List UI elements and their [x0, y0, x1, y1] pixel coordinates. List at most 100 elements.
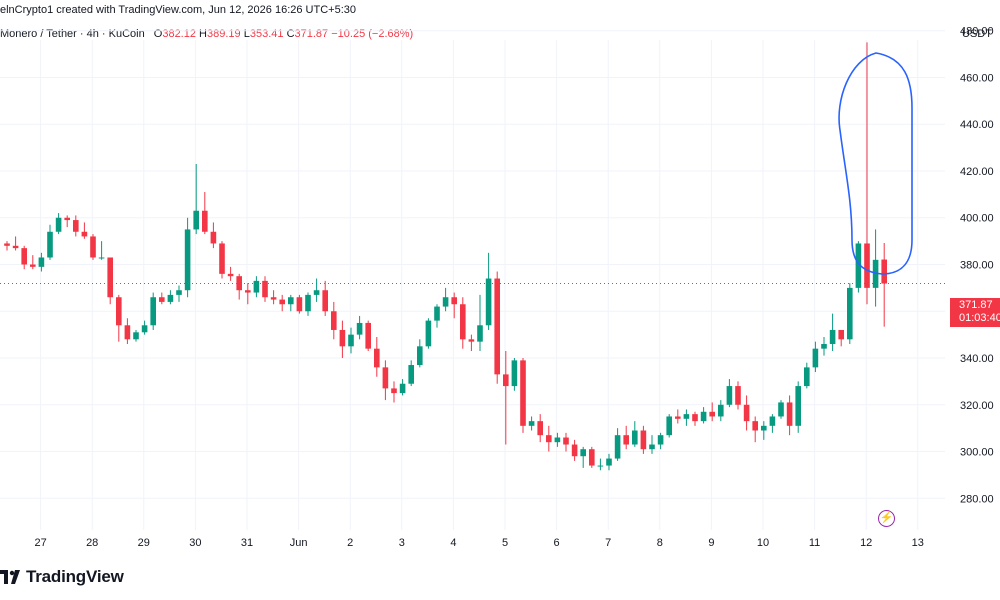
candle-body: [451, 297, 457, 305]
candle-down: [73, 215, 79, 237]
candle-up: [425, 318, 432, 349]
candle-down: [4, 241, 10, 251]
candle-body: [786, 402, 793, 426]
logo-text: TradingView: [26, 567, 124, 586]
candle-up: [133, 329, 139, 342]
candle-body: [288, 297, 294, 305]
candle-body: [356, 322, 363, 335]
candle-body: [460, 304, 466, 340]
candle-down: [227, 266, 234, 281]
candle-up: [288, 294, 294, 312]
candle-down: [116, 294, 122, 342]
last-price-badge: 371.87 01:03:40: [950, 298, 1000, 327]
candle-body: [666, 416, 672, 436]
candle-down: [675, 409, 681, 424]
candle-up: [812, 341, 819, 373]
candle-up: [141, 320, 148, 335]
time-axis[interactable]: 27 28 29 30 31 Jun 2 3 4 5 6 7 8 9 10 11 12 13: [34, 537, 923, 549]
candle-body: [700, 411, 707, 422]
candle-down: [279, 294, 285, 312]
candle-body: [296, 297, 303, 312]
candle-body: [107, 257, 113, 298]
candle-down: [546, 425, 552, 452]
candle-up: [511, 358, 518, 391]
lightning-icon[interactable]: ⚡: [878, 510, 895, 527]
candle-down: [692, 411, 698, 426]
candle-body: [778, 402, 784, 417]
candle-up: [718, 400, 724, 422]
candle-body: [683, 414, 690, 419]
candle-body: [494, 278, 500, 375]
candle-down: [339, 320, 346, 359]
grid-lines: [0, 30, 945, 530]
price-axis[interactable]: 480.00460.00440.00420.00400.00380.00360.…: [960, 26, 994, 506]
candle-body: [528, 421, 535, 426]
x-tick-label: 6: [554, 537, 560, 549]
candle-down: [107, 257, 113, 305]
candle-up: [804, 362, 810, 389]
candle-body: [408, 365, 414, 384]
candle-up: [580, 446, 586, 468]
candle-up: [821, 336, 827, 356]
candle-body: [202, 210, 208, 232]
annotation-circle[interactable]: [838, 52, 913, 275]
tradingview-logo[interactable]: TradingView: [0, 565, 124, 589]
x-tick-label: 2: [347, 537, 353, 549]
candle-up: [167, 290, 174, 305]
candle-down: [563, 432, 569, 452]
candle-up: [434, 304, 440, 328]
candle-down: [245, 283, 251, 305]
candle-down: [159, 292, 165, 305]
candle-body: [47, 231, 53, 258]
price-chart[interactable]: 480.00460.00440.00420.00400.00380.00360.…: [0, 0, 1000, 560]
candle-body: [571, 444, 578, 457]
candle-up: [778, 400, 784, 419]
candle-body: [150, 297, 156, 326]
candle-down: [589, 446, 595, 468]
candle-body: [769, 416, 776, 426]
candle-up: [847, 283, 853, 344]
candle-up: [683, 409, 690, 426]
candle-body: [606, 458, 612, 466]
candle-body: [477, 325, 483, 342]
candle-body: [270, 297, 277, 300]
candle-body: [279, 299, 285, 305]
currency-label[interactable]: USDT: [962, 28, 992, 40]
candle-down: [81, 222, 88, 239]
candle-body: [331, 311, 337, 330]
candle-down: [881, 243, 887, 327]
candle-up: [597, 458, 604, 471]
candle-body: [210, 231, 217, 244]
candle-up: [477, 294, 483, 352]
candle-up: [666, 414, 672, 438]
candle-body: [116, 297, 122, 326]
candle-down: [752, 416, 758, 443]
candle-body: [382, 367, 389, 389]
candle-body: [55, 217, 62, 232]
candle-down: [735, 381, 741, 410]
candle-up: [176, 285, 182, 302]
candle-body: [546, 435, 552, 443]
candle-up: [554, 432, 561, 447]
candle-body: [141, 325, 148, 333]
y-tick-label: 320.00: [960, 400, 994, 412]
candle-body: [511, 360, 518, 387]
candle-up: [38, 252, 45, 272]
low-label: L: [243, 28, 250, 40]
candle-up: [408, 360, 414, 387]
candle-up: [485, 252, 492, 330]
candle-up: [769, 414, 776, 433]
x-tick-label: 11: [809, 537, 820, 549]
candle-body: [563, 437, 569, 445]
candle-up: [614, 428, 621, 461]
candle-down: [90, 234, 96, 260]
candle-down: [494, 271, 500, 384]
candle-up: [632, 421, 638, 447]
candle-down: [219, 241, 225, 279]
tradingview-logo-icon: [0, 570, 20, 584]
candle-body: [425, 320, 432, 347]
candle-body: [245, 290, 251, 293]
candle-down: [322, 280, 328, 316]
candle-up: [417, 339, 423, 368]
candle-up: [313, 278, 320, 302]
